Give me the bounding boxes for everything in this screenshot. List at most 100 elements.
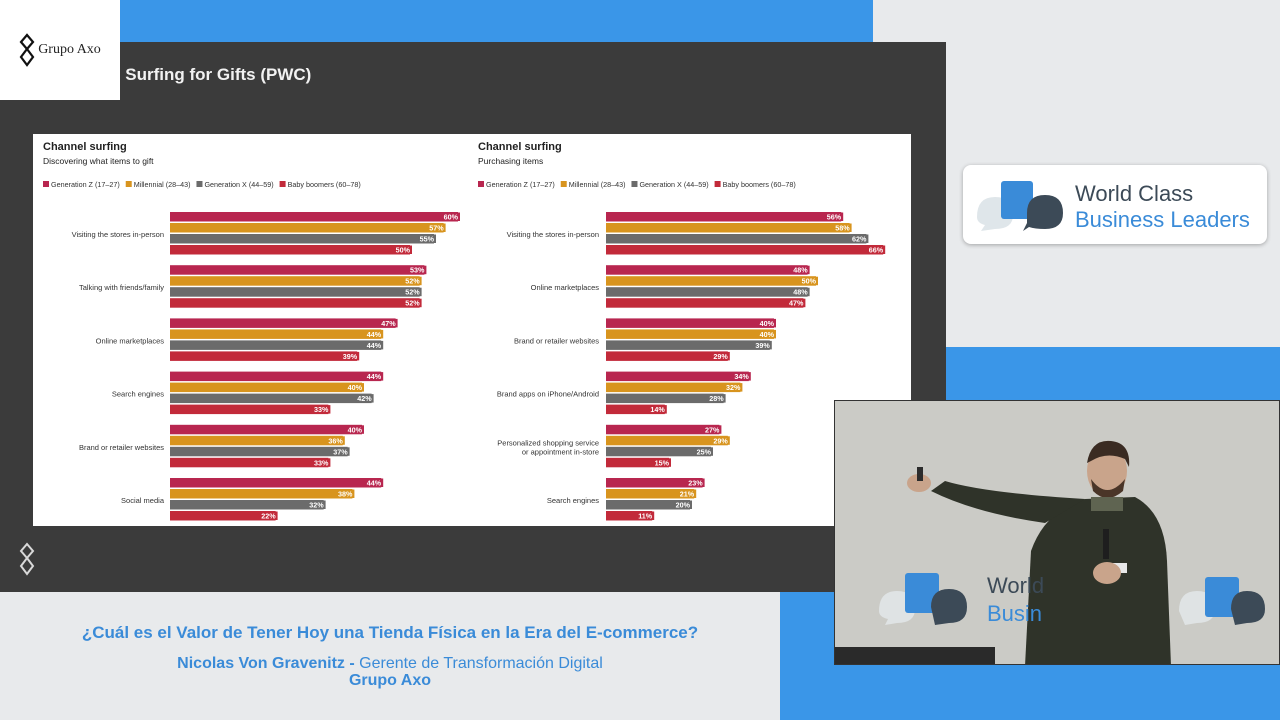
data-label: 20% [676, 501, 691, 510]
bar [170, 489, 353, 499]
data-label-bg [346, 425, 364, 434]
legend-label: Generation X (44–59) [639, 180, 708, 189]
bar [606, 212, 842, 222]
stage-banner-line1: World [987, 573, 1045, 598]
data-label: 52% [405, 299, 420, 308]
category-label: Visiting the stores in-person [507, 230, 599, 239]
speech-bubbles-icon [977, 181, 1063, 231]
data-label-bg [754, 340, 772, 350]
legend-swatch [560, 181, 567, 187]
data-label: 27% [705, 425, 720, 434]
data-label-bg [703, 425, 722, 434]
data-label-bg [327, 436, 345, 445]
data-label: 40% [760, 330, 775, 339]
data-label: 36% [328, 436, 343, 445]
data-label: 57% [429, 224, 444, 233]
legend-swatch [125, 181, 132, 187]
data-label-bg [394, 245, 412, 254]
data-label: 15% [655, 458, 670, 467]
data-label: 40% [760, 319, 775, 328]
bar [606, 446, 711, 457]
data-label: 21% [680, 490, 695, 499]
legend-swatch [631, 181, 638, 187]
bar [170, 318, 396, 328]
bar [606, 500, 690, 510]
legend-swatch [478, 181, 484, 187]
stage-banner-line2: Busin [987, 601, 1043, 626]
data-label: 44% [367, 479, 382, 488]
data-label: 29% [713, 352, 728, 361]
data-label-bg [674, 500, 692, 509]
data-label: 44% [367, 330, 382, 339]
legend-label: Baby boomers (60–78) [723, 180, 796, 189]
data-label-bg [427, 223, 446, 232]
bar [606, 511, 653, 521]
bar [606, 371, 749, 382]
category-label: Social media [121, 496, 165, 505]
data-label: 38% [338, 490, 353, 499]
data-label: 40% [348, 383, 363, 392]
category-label: Visiting the stores in-person [72, 230, 164, 239]
data-label-bg [787, 298, 806, 308]
bar [606, 424, 720, 435]
data-label-bg [336, 489, 355, 498]
grupo-axo-logo: Grupo Axo [0, 0, 120, 100]
bar [606, 298, 804, 308]
data-label: 56% [827, 213, 842, 222]
data-label-bg [791, 287, 810, 297]
data-label-bg [341, 351, 360, 361]
bar [606, 457, 669, 468]
data-label: 14% [650, 405, 665, 414]
data-label: 23% [688, 479, 703, 488]
data-label-bg [365, 372, 384, 381]
data-label-bg [312, 405, 331, 414]
data-label-bg [758, 318, 776, 328]
data-label: 39% [343, 352, 358, 361]
data-label-bg [825, 212, 844, 221]
top-blue-band [0, 0, 873, 45]
bar [170, 457, 329, 468]
data-label: 60% [444, 213, 459, 222]
caption-area [0, 592, 780, 720]
data-label: 40% [348, 425, 363, 434]
speaker-name: Nicolas Von Gravenitz [177, 655, 345, 672]
data-label: 32% [726, 383, 741, 392]
chart-panel: Channel surfing Discovering what items to… [33, 134, 911, 526]
data-label: 53% [410, 266, 425, 275]
bar-charts: Channel surfing Discovering what items to… [43, 141, 886, 521]
chart-title: Channel surfing [43, 141, 127, 153]
speaker-figure [835, 401, 1279, 664]
bar [606, 489, 695, 499]
category-label: Brand apps on iPhone/Android [497, 390, 599, 399]
axo-slide-logo-icon [18, 542, 36, 581]
data-label-bg [442, 212, 460, 221]
speaker-separator: - [344, 655, 360, 672]
data-label-bg [712, 351, 730, 361]
data-label-bg [355, 394, 374, 403]
company-name: Grupo Axo [348, 672, 432, 689]
legend-swatch [279, 181, 286, 187]
chart-subtitle: Discovering what items to gift [43, 156, 154, 166]
bar [606, 318, 774, 328]
bar [170, 245, 410, 255]
legend-label: Millennial (28–43) [134, 180, 191, 189]
data-label-bg [307, 500, 326, 509]
category-label: Brand or retailer websites [79, 443, 164, 452]
data-label: 28% [709, 394, 724, 403]
legend-swatch [196, 181, 203, 187]
bar [170, 276, 420, 286]
data-label: 42% [357, 394, 372, 403]
data-label-bg [724, 383, 743, 392]
bar [170, 212, 458, 222]
bar [170, 511, 276, 521]
data-label: 44% [367, 341, 382, 350]
data-label: 62% [852, 235, 867, 244]
data-label: 50% [396, 246, 411, 255]
legend-label: Generation Z (17–27) [51, 180, 120, 189]
chart-title: Channel surfing [478, 141, 562, 153]
data-label: 22% [261, 512, 276, 521]
legend-label: Generation Z (17–27) [486, 180, 555, 189]
data-label-bg [365, 329, 384, 339]
bar [170, 234, 434, 244]
data-label-bg [733, 372, 751, 381]
